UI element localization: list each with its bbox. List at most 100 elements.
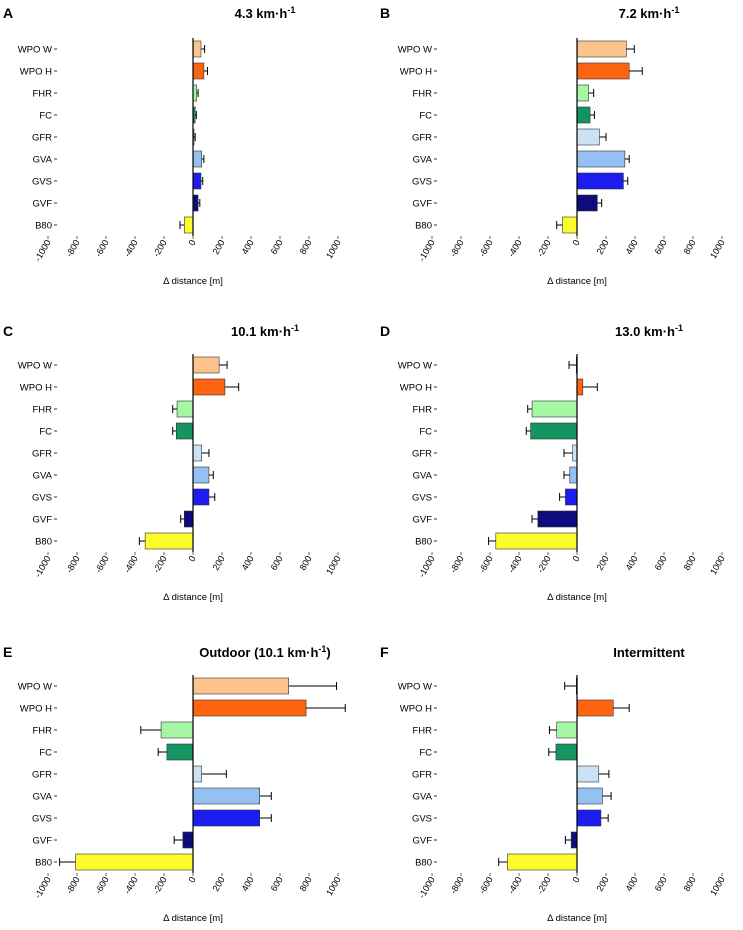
x-tick-label: 1000 bbox=[708, 238, 727, 260]
x-tick-label: 400 bbox=[624, 875, 640, 893]
bar-gva bbox=[576, 787, 603, 805]
panel-title: 10.1 km·h-1 bbox=[231, 323, 299, 339]
category-label: FC bbox=[419, 427, 432, 438]
x-tick-label: -600 bbox=[93, 554, 111, 575]
panel-letter: C bbox=[3, 323, 13, 339]
x-tick-label: -600 bbox=[477, 554, 495, 575]
panel-d: D 13.0 km·h-1 WPO W WPO H FHR FC GFR GVA GVS GVF B… bbox=[380, 323, 727, 603]
x-tick-label: -1000 bbox=[33, 875, 53, 900]
bar-fc bbox=[176, 422, 194, 440]
panel-title: 13.0 km·h-1 bbox=[615, 323, 683, 339]
x-tick-label: -200 bbox=[535, 238, 553, 259]
panel-letter: E bbox=[3, 644, 12, 660]
x-tick-label: -400 bbox=[506, 875, 524, 896]
category-label: FHR bbox=[412, 89, 432, 100]
bar-gvf bbox=[576, 194, 598, 212]
x-tick-label: 1000 bbox=[708, 554, 727, 576]
x-tick-label: 800 bbox=[298, 238, 314, 256]
bar-gfr bbox=[192, 444, 202, 462]
category-label: B80 bbox=[35, 858, 52, 869]
x-tick-label: 0 bbox=[187, 238, 198, 247]
x-tick-label: -800 bbox=[448, 554, 466, 575]
x-tick-label: -400 bbox=[506, 238, 524, 259]
bar-wpo-h bbox=[576, 699, 614, 717]
bar-gvs bbox=[192, 809, 260, 827]
category-label: GVF bbox=[32, 199, 52, 210]
x-tick-label: -200 bbox=[535, 554, 553, 575]
x-tick-label: -800 bbox=[64, 238, 82, 259]
category-label: WPO H bbox=[20, 704, 52, 715]
category-label: FC bbox=[419, 748, 432, 759]
x-tick-label: 600 bbox=[653, 554, 669, 572]
category-label: FC bbox=[39, 748, 52, 759]
panel-letter: B bbox=[380, 5, 390, 21]
x-tick-label: -600 bbox=[477, 875, 495, 896]
category-label: WPO W bbox=[18, 45, 52, 56]
bar-gvs bbox=[565, 488, 578, 506]
x-tick-label: 600 bbox=[653, 875, 669, 893]
category-label: GFR bbox=[412, 449, 432, 460]
bar-gfr bbox=[572, 444, 578, 462]
bar-wpo-h bbox=[576, 62, 630, 80]
bar-b80 bbox=[144, 532, 194, 550]
bar-wpo-h bbox=[576, 378, 584, 396]
x-tick-label: -200 bbox=[151, 238, 169, 259]
x-tick-label: -600 bbox=[93, 875, 111, 896]
category-label: B80 bbox=[415, 537, 432, 548]
category-label: GFR bbox=[32, 133, 52, 144]
x-tick-label: -1000 bbox=[417, 238, 437, 263]
x-axis-title: Δ distance [m] bbox=[163, 592, 223, 603]
category-label: GVF bbox=[32, 836, 52, 847]
x-tick-label: 200 bbox=[211, 554, 227, 572]
x-tick-label: -200 bbox=[535, 875, 553, 896]
bar-gva bbox=[576, 150, 626, 168]
category-label: GFR bbox=[412, 133, 432, 144]
x-tick-label: 600 bbox=[269, 238, 285, 256]
category-label: WPO H bbox=[400, 383, 432, 394]
bar-gvs bbox=[576, 172, 624, 190]
x-tick-label: 200 bbox=[595, 875, 611, 893]
x-axis-title: Δ distance [m] bbox=[547, 276, 607, 287]
bar-fc bbox=[555, 743, 578, 761]
category-label: WPO H bbox=[20, 383, 52, 394]
bar-wpo-h bbox=[192, 378, 226, 396]
x-tick-label: 800 bbox=[682, 238, 698, 256]
bar-gfr bbox=[192, 765, 202, 783]
category-label: GVS bbox=[32, 177, 52, 188]
bar-b80 bbox=[495, 532, 578, 550]
category-label: GVA bbox=[413, 792, 433, 803]
x-tick-label: 400 bbox=[240, 875, 256, 893]
bar-wpo-w bbox=[192, 40, 202, 58]
bar-gva bbox=[569, 466, 578, 484]
category-label: GFR bbox=[32, 770, 52, 781]
panel-letter: F bbox=[380, 644, 389, 660]
bar-wpo-h bbox=[192, 62, 205, 80]
bar-gvs bbox=[192, 172, 202, 190]
x-tick-label: 800 bbox=[298, 554, 314, 572]
bar-gva bbox=[192, 787, 260, 805]
category-label: FC bbox=[39, 427, 52, 438]
category-label: GVS bbox=[32, 493, 52, 504]
bar-fc bbox=[166, 743, 194, 761]
panel-title: 7.2 km·h-1 bbox=[619, 5, 680, 21]
category-label: GVA bbox=[413, 155, 433, 166]
x-tick-label: 600 bbox=[269, 875, 285, 893]
bar-wpo-w bbox=[576, 40, 627, 58]
x-tick-label: 400 bbox=[240, 238, 256, 256]
x-tick-label: -200 bbox=[151, 875, 169, 896]
category-label: WPO W bbox=[398, 361, 432, 372]
bar-fhr bbox=[531, 400, 578, 418]
x-axis-title: Δ distance [m] bbox=[163, 913, 223, 924]
x-tick-label: 200 bbox=[211, 875, 227, 893]
bar-gvs bbox=[576, 809, 602, 827]
category-label: GVA bbox=[33, 792, 53, 803]
panel-title: Outdoor (10.1 km·h-1) bbox=[199, 644, 331, 660]
category-label: B80 bbox=[35, 221, 52, 232]
category-label: FHR bbox=[32, 89, 52, 100]
category-label: GVF bbox=[32, 515, 52, 526]
x-tick-label: -800 bbox=[448, 875, 466, 896]
x-tick-label: -1000 bbox=[417, 554, 437, 579]
category-label: GFR bbox=[32, 449, 52, 460]
x-tick-label: -600 bbox=[93, 238, 111, 259]
